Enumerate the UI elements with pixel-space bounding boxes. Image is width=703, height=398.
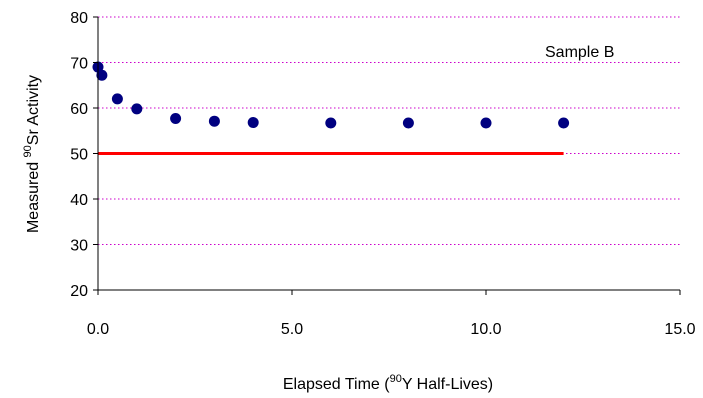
y-tick-label: 70 [70, 56, 88, 73]
y-axis-title-superscript: 90 [22, 145, 34, 157]
data-point [170, 112, 182, 124]
x-axis-title: Elapsed Time (90Y Half-Lives) [283, 373, 493, 393]
x-tick-label: 5.0 [281, 321, 303, 338]
data-point [131, 103, 143, 115]
y-tick-label: 30 [70, 238, 88, 255]
y-axis-title-suffix: Sr Activity [25, 75, 42, 145]
data-point [402, 117, 414, 129]
x-tick-label: 15.0 [664, 321, 695, 338]
grid-lines [98, 16, 680, 245]
data-point [96, 69, 108, 81]
y-tick-label: 60 [70, 101, 88, 118]
data-point [480, 117, 492, 129]
x-axis-title-superscript: 90 [390, 373, 402, 385]
x-axis-title-prefix: Elapsed Time ( [283, 376, 390, 393]
data-point [208, 115, 220, 127]
ticks: 20 30 40 50 60 70 80 0.0 5.0 10.0 15.0 [70, 10, 695, 338]
x-axis-title-suffix: Y Half-Lives) [402, 376, 493, 393]
data-point [111, 93, 123, 105]
y-tick-label: 50 [70, 147, 88, 164]
y-tick-label: 40 [70, 192, 88, 209]
data-point [558, 117, 570, 129]
x-tick-label: 0.0 [87, 321, 109, 338]
y-axis-title: Measured 90Sr Activity [22, 75, 42, 233]
x-tick-label: 10.0 [470, 321, 501, 338]
y-axis-title-prefix: Measured [25, 157, 42, 233]
y-tick-label: 20 [70, 283, 88, 300]
data-point [247, 117, 259, 129]
y-tick-label: 80 [70, 10, 88, 27]
data-point [325, 117, 337, 129]
series-layer [92, 61, 570, 155]
sample-annotation: Sample B [545, 44, 614, 61]
